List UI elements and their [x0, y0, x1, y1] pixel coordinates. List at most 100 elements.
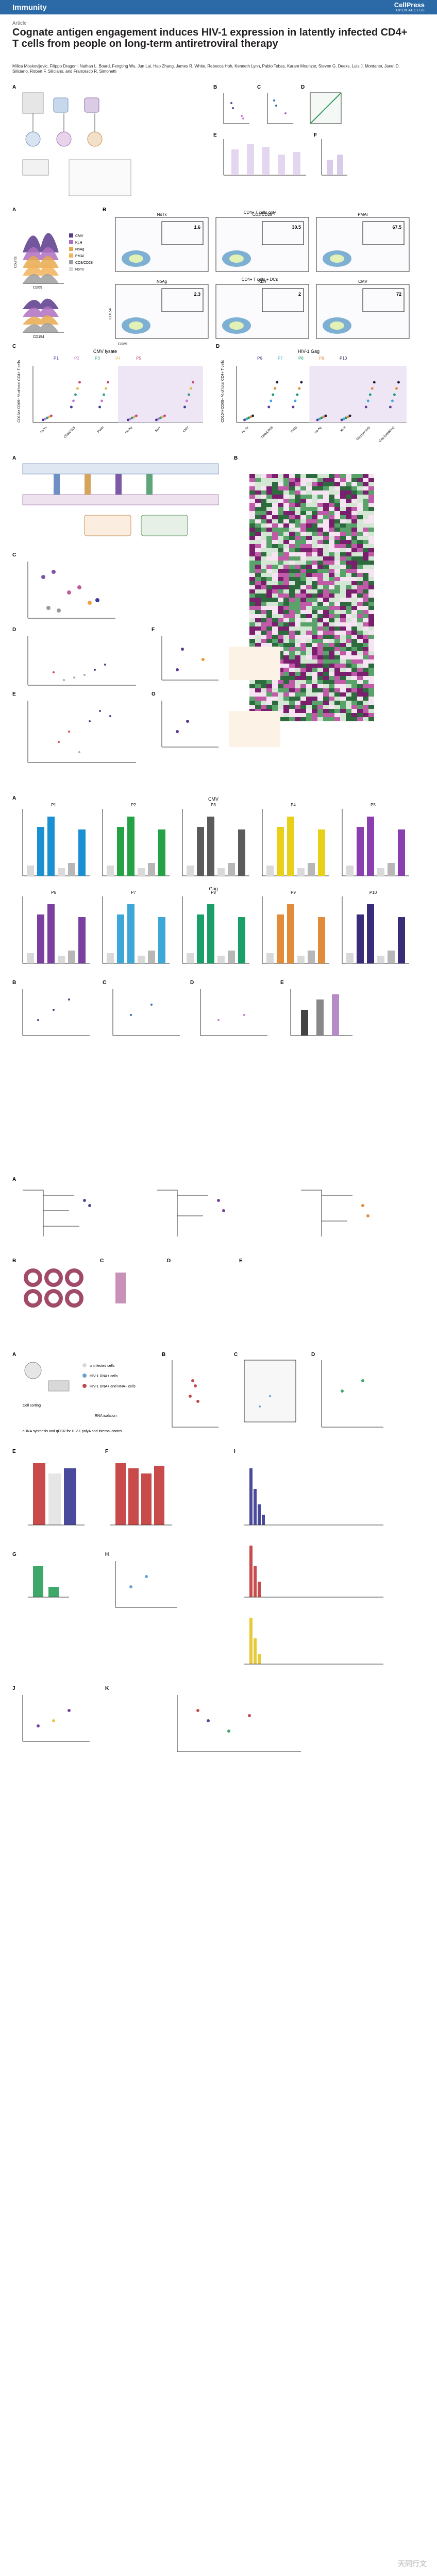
heatmap-cell [278, 486, 283, 490]
heatmap-cell [300, 573, 306, 577]
heatmap-cell [283, 664, 289, 668]
heatmap-cell [312, 606, 317, 610]
heatmap-cell [255, 523, 261, 528]
heatmap-cell [295, 602, 300, 606]
bar [357, 914, 364, 963]
fig5-panel-f-bars [110, 1463, 172, 1526]
heatmap-cell [289, 585, 295, 589]
heatmap-cell [329, 668, 334, 672]
data-point [186, 399, 188, 402]
heatmap-cell [278, 495, 283, 499]
heatmap-cell [289, 569, 295, 573]
heatmap-cell [363, 701, 368, 705]
heatmap-cell [295, 594, 300, 598]
heatmap-cell [312, 602, 317, 606]
heatmap-cell [255, 540, 261, 544]
heatmap-cell [261, 639, 266, 643]
fig5-panel-e-bars [28, 1463, 85, 1526]
heatmap-cell [312, 688, 317, 692]
heatmap-cell [306, 577, 312, 581]
heatmap-cell [346, 639, 351, 643]
heatmap-cell [249, 474, 255, 478]
heatmap-cell [289, 684, 295, 688]
heatmap-cell [249, 598, 255, 602]
heatmap-cell [278, 651, 283, 655]
heatmap-cell [351, 499, 357, 503]
heatmap-cell [261, 565, 266, 569]
heatmap-cell [283, 556, 289, 561]
heatmap-cell [346, 528, 351, 532]
flow-gate-value: 1.6 [194, 225, 200, 230]
flow-density-core [129, 255, 143, 263]
publisher-logo[interactable]: CellPress OPEN ACCESS [394, 2, 425, 13]
flow-gate [262, 221, 304, 245]
heatmap-cell [329, 569, 334, 573]
heatmap-cell [255, 577, 261, 581]
heatmap-cell [300, 519, 306, 523]
heatmap-cell [334, 561, 340, 565]
heatmap-cell [266, 697, 272, 701]
heatmap-cell [317, 631, 323, 635]
heatmap-cell [329, 626, 334, 631]
heatmap-cell [363, 585, 368, 589]
bar [78, 829, 86, 876]
heatmap-cell [323, 668, 329, 672]
data-point [105, 387, 107, 390]
heatmap-cell [317, 556, 323, 561]
heatmap-cell [317, 565, 323, 569]
heatmap-cell [334, 688, 340, 692]
heatmap-cell [306, 701, 312, 705]
participant-title: P2 [131, 803, 136, 807]
fig5-panel-d-plot [321, 1360, 383, 1428]
heatmap-cell [329, 598, 334, 602]
journal-name[interactable]: Immunity [12, 3, 47, 12]
heatmap-cell [295, 528, 300, 532]
fig3-cmv-bars: P1 P2 P3 P4 P5 [22, 803, 409, 876]
heatmap-cell [300, 569, 306, 573]
heatmap-cell [368, 602, 374, 606]
heatmap-cell [351, 589, 357, 594]
heatmap-cell [295, 532, 300, 536]
heatmap-cell [312, 544, 317, 548]
dotplot-ylabel: CD154+CD69+ % of total CD4+ T cells [221, 360, 225, 422]
heatmap-cell [249, 511, 255, 515]
heatmap-cell [272, 561, 278, 565]
heatmap-cell [368, 668, 374, 672]
heatmap-cell [283, 585, 289, 589]
heatmap-cell [340, 482, 346, 486]
heatmap-cell [312, 647, 317, 651]
article-type: Article [12, 21, 27, 26]
heatmap-cell [300, 709, 306, 713]
heatmap-cell [283, 684, 289, 688]
heatmap-cell [261, 598, 266, 602]
heatmap-cell [261, 523, 266, 528]
heatmap-cell [249, 519, 255, 523]
heatmap-cell [289, 499, 295, 503]
heatmap-cell [329, 709, 334, 713]
heatmap-cell [357, 668, 363, 672]
heatmap-cell [323, 635, 329, 639]
heatmap-cell [334, 490, 340, 495]
heatmap-cell [368, 598, 374, 602]
heatmap-cell [346, 701, 351, 705]
category-label: No Tx [241, 426, 249, 434]
heatmap-cell [346, 594, 351, 598]
heatmap-cell [300, 684, 306, 688]
fig5-panel-g-bars [28, 1566, 69, 1598]
category-label: CMV [182, 426, 190, 433]
heatmap-cell [368, 701, 374, 705]
heatmap-cell [351, 474, 357, 478]
bar [27, 953, 34, 963]
heatmap-cell [283, 651, 289, 655]
heatmap-cell [357, 503, 363, 507]
heatmap-cell [346, 565, 351, 569]
heatmap-cell [323, 478, 329, 482]
heatmap-cell [306, 540, 312, 544]
heatmap-cell [261, 631, 266, 635]
heatmap-cell [368, 610, 374, 614]
heatmap-cell [255, 478, 261, 482]
heatmap-cell [249, 544, 255, 548]
panel-f-bars [321, 139, 347, 176]
heatmap-cell [272, 490, 278, 495]
